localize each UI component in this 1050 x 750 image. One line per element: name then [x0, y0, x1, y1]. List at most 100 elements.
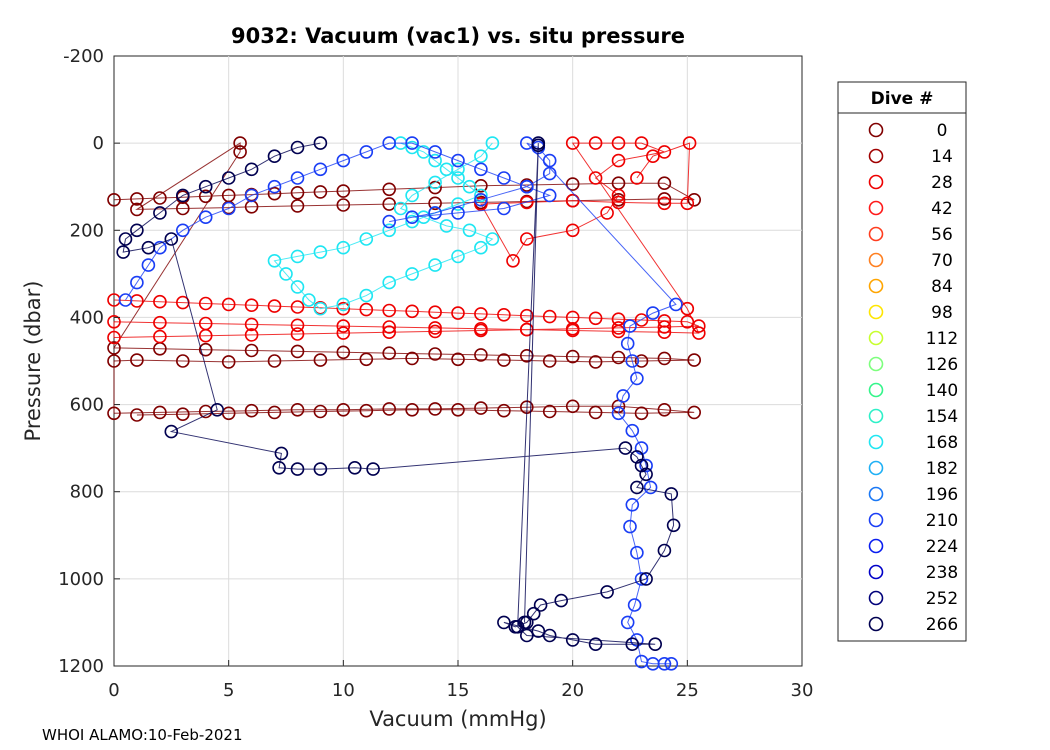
data-point: [313, 136, 328, 150]
data-point: [336, 240, 351, 255]
data-point: [428, 145, 442, 159]
data-point: [198, 342, 213, 357]
data-point: [336, 345, 351, 360]
data-point: [336, 319, 351, 333]
legend-label: 266: [926, 615, 958, 635]
x-axis: 0 5 10 15 20 25 30: [108, 660, 813, 701]
data-point: [519, 348, 534, 363]
data-point: [336, 301, 351, 316]
data-point: [118, 232, 133, 246]
data-point: [634, 572, 649, 586]
series-line: [273, 142, 494, 310]
data-point: [611, 324, 626, 339]
data-point: [565, 399, 580, 414]
data-point: [359, 352, 374, 367]
data-point: [682, 136, 697, 150]
data-point: [347, 460, 362, 475]
legend-label: 98: [931, 303, 953, 323]
series-line: [125, 142, 677, 665]
legend-marker: [868, 408, 884, 424]
data-point: [657, 192, 672, 206]
data-point: [657, 176, 672, 190]
data-point: [382, 320, 397, 334]
y-tick-label: -200: [63, 46, 104, 67]
data-point: [664, 656, 679, 671]
data-point: [405, 351, 419, 366]
data-point: [533, 598, 548, 612]
data-point: [630, 545, 644, 560]
data-point: [359, 232, 374, 246]
x-axis-label: Vacuum (mmHg): [369, 707, 546, 731]
data-point: [382, 346, 397, 361]
data-point: [657, 325, 672, 340]
data-point: [630, 371, 644, 386]
data-point: [141, 240, 156, 255]
data-point: [519, 179, 534, 194]
data-point: [290, 140, 305, 155]
data-point: [382, 197, 397, 211]
data-point: [359, 288, 374, 303]
data-point: [554, 593, 569, 608]
data-point: [623, 519, 637, 534]
legend-marker: [868, 434, 884, 450]
data-point: [542, 354, 557, 368]
data-point: [382, 325, 397, 340]
data-point: [497, 201, 511, 216]
data-point: [565, 136, 580, 150]
legend-box: [837, 81, 967, 642]
data-point: [600, 585, 614, 599]
legend-marker: [868, 278, 884, 294]
data-point: [221, 297, 236, 312]
x-tick-label: 0: [108, 680, 119, 701]
data-point: [198, 210, 213, 224]
x-tick-label: 5: [223, 680, 234, 701]
data-point: [474, 348, 488, 362]
legend-marker: [868, 590, 884, 606]
data-point: [451, 162, 465, 177]
legend-label: 238: [926, 563, 958, 583]
footer-text: WHOI ALAMO:10-Feb-2021: [42, 726, 243, 744]
data-point: [405, 188, 419, 203]
data-point: [588, 136, 603, 150]
data-point: [625, 354, 640, 368]
data-point: [474, 307, 488, 321]
data-point: [393, 201, 408, 216]
data-point: [565, 633, 580, 647]
legend-marker: [868, 226, 884, 242]
data-point: [474, 197, 488, 211]
data-point: [153, 315, 167, 330]
data-point: [428, 258, 442, 272]
data-point: [611, 350, 626, 365]
data-point: [600, 206, 614, 220]
data-point: [639, 467, 653, 482]
legend-label: 42: [931, 199, 953, 219]
data-point: [627, 598, 642, 612]
legend-label: 154: [926, 407, 958, 427]
data-point: [336, 297, 351, 312]
y-axis: -200 0 200 400 600 800 1000 1200: [58, 46, 120, 677]
data-point: [634, 354, 649, 368]
y-tick-label: 0: [93, 133, 104, 154]
data-point: [382, 275, 397, 290]
data-point: [657, 145, 672, 159]
data-point: [267, 253, 282, 268]
data-point: [669, 297, 683, 312]
data-point: [107, 314, 121, 329]
data-point: [267, 149, 282, 163]
data-point: [290, 402, 305, 417]
data-point: [497, 353, 511, 367]
data-point: [474, 321, 488, 336]
data-point: [687, 193, 702, 207]
data-point: [634, 406, 649, 421]
data-point: [405, 210, 419, 224]
data-point: [451, 171, 465, 185]
data-point: [657, 196, 672, 211]
data-point: [336, 326, 351, 340]
data-point: [290, 344, 305, 359]
data-point: [198, 189, 213, 204]
data-point: [657, 351, 672, 366]
data-point: [588, 637, 603, 652]
legend-label: 182: [926, 459, 958, 479]
data-point: [474, 240, 488, 255]
series-182-252: [118, 136, 683, 671]
